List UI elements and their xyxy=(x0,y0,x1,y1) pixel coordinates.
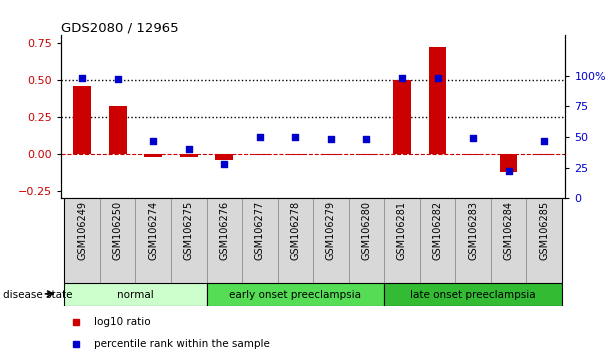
Point xyxy=(539,138,549,143)
Point xyxy=(255,134,264,140)
Bar xyxy=(429,47,446,154)
Bar xyxy=(109,107,126,154)
Bar xyxy=(64,283,207,306)
Point xyxy=(468,136,478,141)
Text: GSM106276: GSM106276 xyxy=(219,201,229,260)
Point xyxy=(291,134,300,140)
Text: GSM106283: GSM106283 xyxy=(468,201,478,260)
Bar xyxy=(64,198,100,283)
Bar xyxy=(384,198,420,283)
Bar xyxy=(393,80,411,154)
Bar xyxy=(180,154,198,157)
Bar xyxy=(455,198,491,283)
Text: GSM106284: GSM106284 xyxy=(503,201,514,260)
Bar xyxy=(527,198,562,283)
Bar xyxy=(420,198,455,283)
Text: late onset preeclampsia: late onset preeclampsia xyxy=(410,290,536,300)
Text: percentile rank within the sample: percentile rank within the sample xyxy=(94,339,269,349)
Point xyxy=(503,169,513,174)
Bar xyxy=(313,198,348,283)
Bar xyxy=(322,154,340,155)
Point xyxy=(77,75,87,81)
Point xyxy=(397,75,407,81)
Bar xyxy=(100,198,136,283)
Bar xyxy=(207,198,242,283)
Text: log10 ratio: log10 ratio xyxy=(94,317,150,327)
Point xyxy=(113,77,123,82)
Bar xyxy=(215,154,233,160)
Bar xyxy=(144,154,162,157)
Text: GSM106280: GSM106280 xyxy=(361,201,371,260)
Text: GSM106279: GSM106279 xyxy=(326,201,336,260)
Bar xyxy=(73,86,91,154)
Text: GSM106282: GSM106282 xyxy=(432,201,443,260)
Bar xyxy=(136,198,171,283)
Text: GDS2080 / 12965: GDS2080 / 12965 xyxy=(61,21,178,34)
Bar xyxy=(278,198,313,283)
Text: GSM106275: GSM106275 xyxy=(184,201,194,260)
Text: GSM106249: GSM106249 xyxy=(77,201,87,260)
Text: GSM106274: GSM106274 xyxy=(148,201,158,260)
Point xyxy=(184,147,193,152)
Text: disease state: disease state xyxy=(3,290,72,299)
Text: GSM106277: GSM106277 xyxy=(255,201,265,260)
Text: normal: normal xyxy=(117,290,154,300)
Bar xyxy=(286,154,304,155)
Text: GSM106278: GSM106278 xyxy=(291,201,300,260)
Bar xyxy=(535,154,553,155)
Point xyxy=(326,137,336,142)
Point xyxy=(148,138,158,143)
Bar xyxy=(384,283,562,306)
Text: early onset preeclampsia: early onset preeclampsia xyxy=(229,290,361,300)
Point xyxy=(433,75,443,81)
Text: GSM106250: GSM106250 xyxy=(112,201,123,260)
Bar xyxy=(358,154,375,155)
Bar xyxy=(491,198,527,283)
Text: GSM106281: GSM106281 xyxy=(397,201,407,260)
Bar xyxy=(242,198,278,283)
Bar xyxy=(348,198,384,283)
Bar xyxy=(464,154,482,155)
Bar xyxy=(251,154,269,155)
Bar xyxy=(171,198,207,283)
Point xyxy=(219,161,229,167)
Bar xyxy=(500,154,517,172)
Text: GSM106285: GSM106285 xyxy=(539,201,549,260)
Bar xyxy=(207,283,384,306)
Point xyxy=(362,137,371,142)
